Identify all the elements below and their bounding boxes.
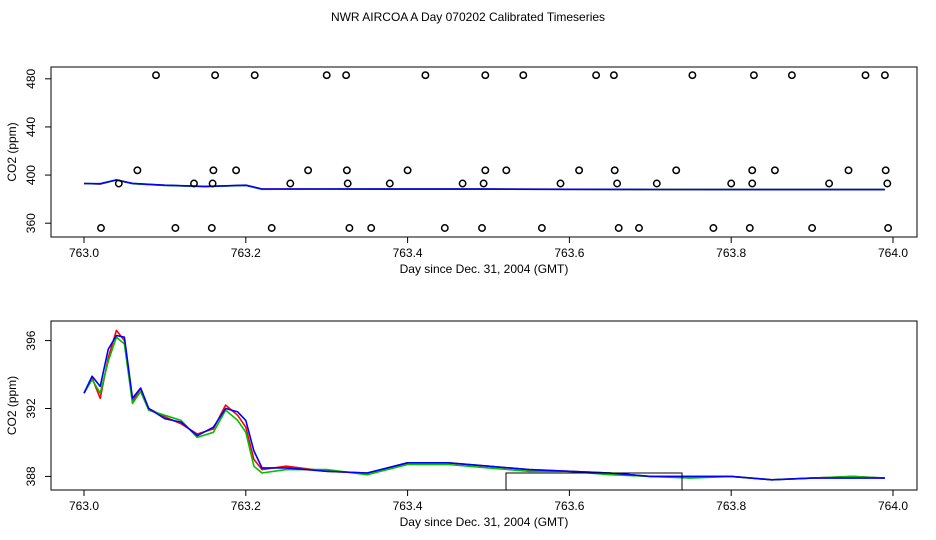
x-tick-label: 763.8 [716,499,746,513]
standard-point [97,224,105,232]
standard-point [787,71,796,80]
standard-point [844,166,853,175]
y-tick-label: 396 [24,330,38,350]
standard-point [861,71,870,80]
standard-point [652,179,661,188]
standard-point [322,71,331,80]
y-axis-title: CO2 (ppm) [5,376,19,435]
y-axis-title: CO2 (ppm) [5,122,19,181]
standard-point [152,71,160,80]
standard-point [385,179,394,188]
series-line-1 [83,329,885,481]
standard-point [207,224,216,232]
standard-point [208,179,217,188]
standard-point [479,179,488,188]
standard-point [367,224,376,232]
series-line-2 [83,179,885,191]
standard-point [537,224,546,232]
x-tick-label: 763.6 [554,246,584,260]
standard-point [881,166,890,175]
standard-point [745,224,754,232]
inset-box [505,472,683,491]
series-line-2 [83,336,885,481]
standard-point [403,166,412,175]
series-line-1 [83,179,885,191]
standard-point [748,179,757,188]
standard-point [727,179,736,188]
x-tick-label: 763.0 [69,499,99,513]
standard-point [749,71,758,80]
standard-point [440,224,449,232]
standard-point [884,224,893,232]
standard-point [190,179,198,188]
standard-point [613,179,622,188]
standard-point [770,166,779,175]
y-tick-label: 480 [24,68,38,88]
standard-point [267,224,276,232]
standard-point [609,71,618,80]
x-tick-label: 763.0 [69,246,99,260]
standard-point [748,166,757,175]
standard-point [342,71,351,80]
y-tick-label: 388 [24,466,38,486]
standard-point [133,166,142,175]
x-axis-title: Day since Dec. 31, 2004 (GMT) [400,262,569,276]
standard-point [286,179,295,188]
y-tick-label: 360 [24,213,38,233]
standard-point [592,71,601,80]
standard-point [575,166,584,175]
standard-point [808,224,817,232]
series-line-3 [83,179,885,191]
standard-point [171,224,180,232]
x-tick-label: 763.8 [716,246,746,260]
standard-point [304,166,313,175]
plot-frame-2 [50,320,918,491]
standard-point [209,166,218,175]
standard-point [481,71,490,80]
standard-point [614,224,623,232]
standard-point [688,71,697,80]
y-tick-label: 440 [24,117,38,137]
standard-point [825,179,834,188]
x-tick-label: 764.0 [878,246,908,260]
standard-point [478,224,486,232]
standard-point [556,179,565,188]
standard-point [635,224,643,232]
standard-point [481,166,490,175]
x-tick-label: 763.4 [393,246,423,260]
standard-point [458,179,467,188]
standard-point [883,179,892,188]
x-tick-label: 763.4 [393,499,423,513]
standard-point [211,71,220,80]
x-tick-label: 763.2 [231,246,261,260]
standard-point [519,71,528,80]
x-tick-label: 763.2 [231,499,261,513]
standard-point [610,166,619,175]
chart-title: NWR AIRCOA A Day 070202 Calibrated Times… [330,10,606,24]
standard-point [250,71,259,80]
standard-point [502,166,511,175]
y-tick-label: 400 [24,165,38,185]
x-tick-label: 764.0 [878,499,908,513]
x-tick-label: 763.6 [554,499,584,513]
standard-point [114,179,123,188]
standard-point [343,179,352,188]
standard-point [232,166,241,175]
standard-point [342,166,351,175]
x-axis-title: Day since Dec. 31, 2004 (GMT) [400,515,569,529]
plot-frame-1 [50,66,918,238]
series-line-3 [83,334,885,481]
standard-point [880,71,889,80]
standard-point [421,71,430,80]
standard-point [709,224,718,232]
standard-point [672,166,681,175]
standard-point [345,224,354,232]
y-tick-label: 392 [24,398,38,418]
